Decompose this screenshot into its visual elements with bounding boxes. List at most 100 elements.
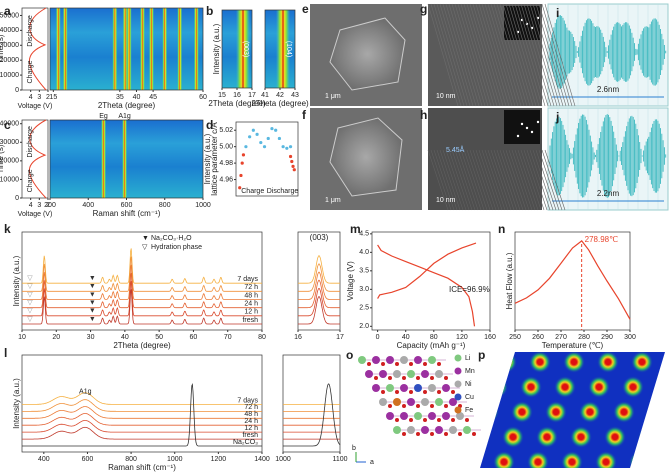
lattice-fringe — [490, 3, 522, 107]
lattice-fringe — [436, 149, 458, 211]
v-tick-label: 3 — [37, 202, 41, 209]
oxygen — [451, 418, 455, 422]
oxygen — [402, 404, 406, 408]
x-tick-label: 45 — [149, 94, 157, 101]
y-tick-label: 0 — [15, 195, 19, 202]
spectrum — [298, 263, 340, 292]
phase-marker: ▽ — [27, 316, 33, 323]
annotation: (104) — [285, 41, 292, 57]
panel-label: f — [302, 108, 307, 122]
lattice-fringe — [529, 3, 561, 107]
phase-marker: ▼ — [89, 308, 96, 315]
density-blob — [529, 352, 551, 373]
density-blob — [480, 426, 490, 448]
fft-spot — [520, 122, 524, 126]
lattice-fringe — [502, 149, 524, 211]
phase-marker: ▽ — [27, 308, 33, 315]
density-blob — [480, 451, 481, 468]
particle — [329, 117, 403, 197]
x-tick-label: 17 — [248, 92, 256, 99]
oxygen — [444, 404, 448, 408]
v-tick-label: 4 — [29, 202, 33, 209]
y-axis-label: Time (s) — [0, 34, 5, 63]
point — [266, 136, 270, 141]
atom — [428, 412, 436, 420]
x-tick-label: 1000 — [275, 456, 291, 463]
x-tick-label: 800 — [125, 456, 137, 463]
x-tick-label: 270 — [555, 334, 567, 341]
x-tick-label: 50 — [155, 334, 163, 341]
oxygen — [416, 376, 420, 380]
curve — [377, 244, 476, 327]
plot-frame — [297, 231, 341, 331]
spectrum — [22, 256, 262, 292]
lattice-fringe — [493, 149, 515, 211]
spectrum — [22, 272, 262, 309]
x-tick-label: 16 — [233, 92, 241, 99]
peak-stripe — [62, 8, 68, 90]
lattice-fringe — [427, 3, 459, 107]
axis-name: a — [370, 459, 374, 466]
lattice-fringe — [499, 149, 521, 211]
curve — [514, 240, 631, 320]
spectrum — [22, 413, 262, 426]
series-label: 48 h — [244, 411, 258, 418]
legend-label: Mn — [465, 368, 475, 375]
oxygen — [409, 362, 413, 366]
density-blob — [511, 401, 533, 423]
lattice-fringe — [535, 3, 567, 107]
panel-label: o — [346, 348, 353, 362]
scale-bar-label: 1 μm — [325, 197, 341, 204]
density-blob — [527, 451, 549, 468]
x-tick-label: 600 — [82, 456, 94, 463]
point — [270, 126, 274, 131]
peak-label: A1g — [79, 388, 92, 395]
x-tick-label: 250 — [509, 334, 521, 341]
spectrum — [22, 281, 262, 317]
x-tick-label: 1200 — [211, 456, 227, 463]
density-blob — [563, 352, 585, 373]
lattice-fringe — [454, 149, 476, 211]
lattice-fringe — [514, 3, 546, 107]
oxygen — [437, 418, 441, 422]
peak-stripe — [276, 10, 290, 88]
lattice-fringe — [463, 3, 495, 107]
oxygen — [381, 362, 385, 366]
lattice-fringe — [526, 149, 548, 211]
lattice-fringe — [478, 3, 510, 107]
x-tick-label: 290 — [601, 334, 613, 341]
x-tick-label: 15 — [49, 94, 57, 101]
y-tick-label: 2.5 — [359, 305, 369, 312]
lattice-fringe — [508, 3, 540, 107]
density-blob — [520, 376, 542, 398]
crystal-structure — [358, 356, 481, 436]
atom — [393, 398, 401, 406]
spectrum — [298, 288, 340, 317]
peak-stripe — [101, 120, 107, 198]
peak-stripe — [126, 8, 132, 90]
annotation: Charge — [27, 60, 34, 83]
spectrum — [298, 255, 340, 284]
chart-title: (003) — [310, 233, 329, 242]
lattice-fringe — [544, 3, 576, 107]
phase-marker: ▼ — [89, 275, 96, 282]
lattice-fringe — [451, 3, 483, 107]
image-panels — [310, 3, 669, 468]
density-blob — [480, 401, 499, 423]
spectrum — [22, 420, 262, 433]
x-tick-label: 600 — [121, 202, 133, 209]
phase-marker: ▼ — [89, 316, 96, 323]
oxygen — [388, 404, 392, 408]
panel-label: b — [206, 4, 213, 18]
y-tick-label: 20000 — [0, 57, 19, 64]
lattice-fringe — [517, 149, 539, 211]
atom — [400, 384, 408, 392]
scale-bar-label: 10 nm — [436, 197, 456, 204]
atom — [435, 426, 443, 434]
x-tick-label: 200 — [44, 202, 56, 209]
lattice-fringe — [544, 149, 566, 211]
y-tick-label: 0 — [15, 87, 19, 94]
plot-frame — [21, 231, 263, 331]
lattice-fringe — [436, 3, 468, 107]
y-axis-label: Intensity (a.u.) — [203, 133, 212, 184]
